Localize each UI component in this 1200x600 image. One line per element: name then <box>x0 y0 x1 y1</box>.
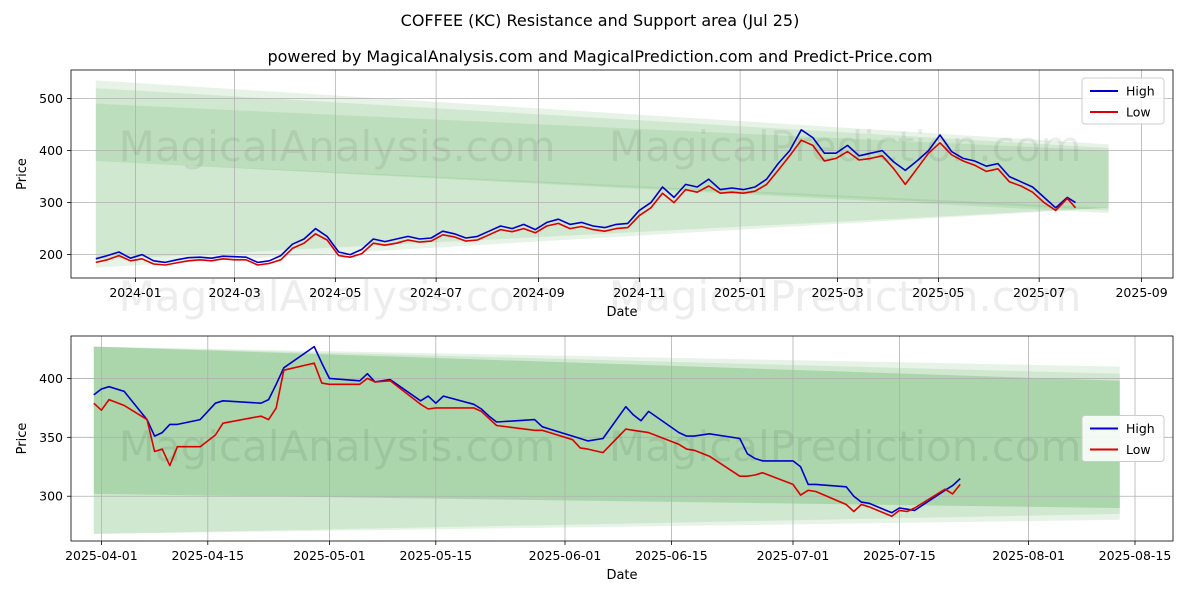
top-xtick-label: 2024-01 <box>109 285 161 300</box>
bottom-ylabel: Price <box>15 423 30 455</box>
top-chart-axes: 2024-01 2024-03 2024-05 2024-07 2024-09 2024-… <box>15 69 1174 320</box>
bottom-axes-frame <box>70 335 1174 542</box>
top-series-low <box>95 139 1077 266</box>
top-ytick-label: 300 <box>39 195 63 210</box>
bottom-xtick-label: 2025-05-01 <box>293 548 366 563</box>
top-ytick-label: 500 <box>39 91 63 106</box>
bottom-chart-axes: 2025-04-01 2025-04-15 2025-05-01 2025-05-15… <box>15 335 1174 583</box>
bottom-legend: High Low <box>1081 415 1165 462</box>
bottom-band-0 <box>93 346 1120 534</box>
top-legend-label-high: High <box>1126 84 1155 99</box>
bottom-series-high <box>93 345 961 514</box>
top-band-3 <box>95 161 1109 260</box>
top-ytick-label: 200 <box>39 247 63 262</box>
top-ylabel: Price <box>15 158 30 190</box>
top-band-2 <box>95 103 1109 208</box>
watermark-middle: MagicalAnalysis.com MagicalPrediction.co… <box>119 272 1082 321</box>
bottom-series-low <box>93 362 961 518</box>
bottom-xtick-label: 2025-06-01 <box>529 548 602 563</box>
chart-subtitle: powered by MagicalAnalysis.com and Magic… <box>267 47 932 66</box>
chart-title: COFFEE (KC) Resistance and Support area … <box>401 11 800 30</box>
top-band-1 <box>95 88 1109 211</box>
bottom-band-2 <box>93 346 1120 508</box>
top-band-0 <box>95 80 1109 214</box>
top-xtick-label: 2024-07 <box>410 285 462 300</box>
top-xlabel: Date <box>606 305 637 320</box>
bottom-xtick-label: 2025-07-15 <box>863 548 936 563</box>
bottom-band-1 <box>93 346 1120 534</box>
bottom-xtick-label: 2025-04-01 <box>65 548 138 563</box>
top-xtick-label: 2024-03 <box>208 285 260 300</box>
bottom-xtick-label: 2025-05-15 <box>399 548 472 563</box>
bottom-xtick-label: 2025-08-01 <box>992 548 1065 563</box>
watermark-top: MagicalAnalysis.com MagicalPrediction.co… <box>119 122 1082 171</box>
top-series-high <box>95 129 1076 264</box>
bottom-xtick-label: 2025-06-15 <box>635 548 708 563</box>
bottom-xtick-label: 2025-04-15 <box>171 548 244 563</box>
top-legend: High Low <box>1081 77 1165 125</box>
bottom-ytick-label: 350 <box>39 430 63 445</box>
bottom-xlabel: Date <box>606 568 637 583</box>
watermark-bottom: MagicalAnalysis.com MagicalPrediction.co… <box>119 422 1082 471</box>
top-xtick-label: 2025-03 <box>811 285 863 300</box>
top-xtick-label: 2025-07 <box>1013 285 1065 300</box>
bottom-legend-label-high: High <box>1126 421 1155 436</box>
top-xtick-label: 2025-05 <box>912 285 964 300</box>
top-ytick-label: 400 <box>39 143 63 158</box>
top-band-4 <box>95 161 1109 268</box>
bottom-band-3 <box>93 346 1120 508</box>
top-xtick-label: 2024-09 <box>512 285 564 300</box>
bottom-legend-label-low: Low <box>1126 442 1151 457</box>
bottom-ytick-label: 300 <box>39 489 63 504</box>
top-xtick-label: 2024-05 <box>309 285 361 300</box>
top-legend-label-low: Low <box>1126 105 1151 120</box>
bottom-ytick-label: 400 <box>39 371 63 386</box>
top-xtick-label: 2025-09 <box>1115 285 1167 300</box>
top-xtick-label: 2025-01 <box>714 285 766 300</box>
bottom-xtick-label: 2025-08-15 <box>1099 548 1172 563</box>
top-xtick-label: 2024-11 <box>613 285 665 300</box>
top-axes-frame <box>70 69 1174 279</box>
bottom-xtick-label: 2025-07-01 <box>757 548 830 563</box>
